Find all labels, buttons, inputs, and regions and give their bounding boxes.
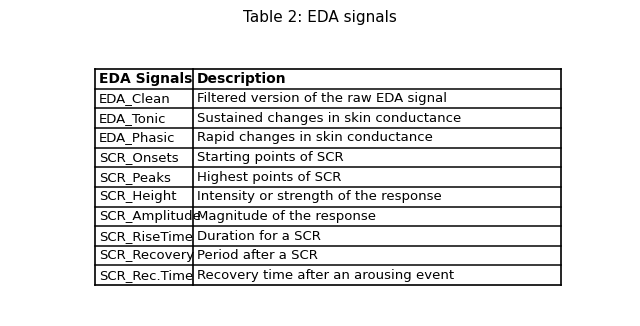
Text: EDA_Tonic: EDA_Tonic bbox=[99, 112, 166, 125]
Text: SCR_Peaks: SCR_Peaks bbox=[99, 171, 171, 184]
Text: SCR_RiseTime: SCR_RiseTime bbox=[99, 230, 193, 243]
Text: Period after a SCR: Period after a SCR bbox=[196, 249, 317, 262]
Text: Magnitude of the response: Magnitude of the response bbox=[196, 210, 376, 223]
Text: EDA_Clean: EDA_Clean bbox=[99, 92, 171, 105]
Text: EDA_Phasic: EDA_Phasic bbox=[99, 131, 175, 144]
Text: Highest points of SCR: Highest points of SCR bbox=[196, 171, 341, 184]
Text: SCR_Amplitude: SCR_Amplitude bbox=[99, 210, 201, 223]
Text: Duration for a SCR: Duration for a SCR bbox=[196, 230, 321, 243]
Text: Starting points of SCR: Starting points of SCR bbox=[196, 151, 344, 164]
Text: Sustained changes in skin conductance: Sustained changes in skin conductance bbox=[196, 112, 461, 125]
Text: Rapid changes in skin conductance: Rapid changes in skin conductance bbox=[196, 131, 433, 144]
Text: EDA Signals: EDA Signals bbox=[99, 72, 192, 86]
Text: Intensity or strength of the response: Intensity or strength of the response bbox=[196, 190, 442, 203]
Text: Filtered version of the raw EDA signal: Filtered version of the raw EDA signal bbox=[196, 92, 447, 105]
Text: Recovery time after an arousing event: Recovery time after an arousing event bbox=[196, 269, 454, 282]
Text: Description: Description bbox=[196, 72, 286, 86]
Text: Table 2: EDA signals: Table 2: EDA signals bbox=[243, 10, 397, 25]
Text: SCR_Recovery: SCR_Recovery bbox=[99, 249, 194, 262]
Text: SCR_Onsets: SCR_Onsets bbox=[99, 151, 179, 164]
Text: SCR_Height: SCR_Height bbox=[99, 190, 177, 203]
Text: SCR_Rec.Time: SCR_Rec.Time bbox=[99, 269, 193, 282]
